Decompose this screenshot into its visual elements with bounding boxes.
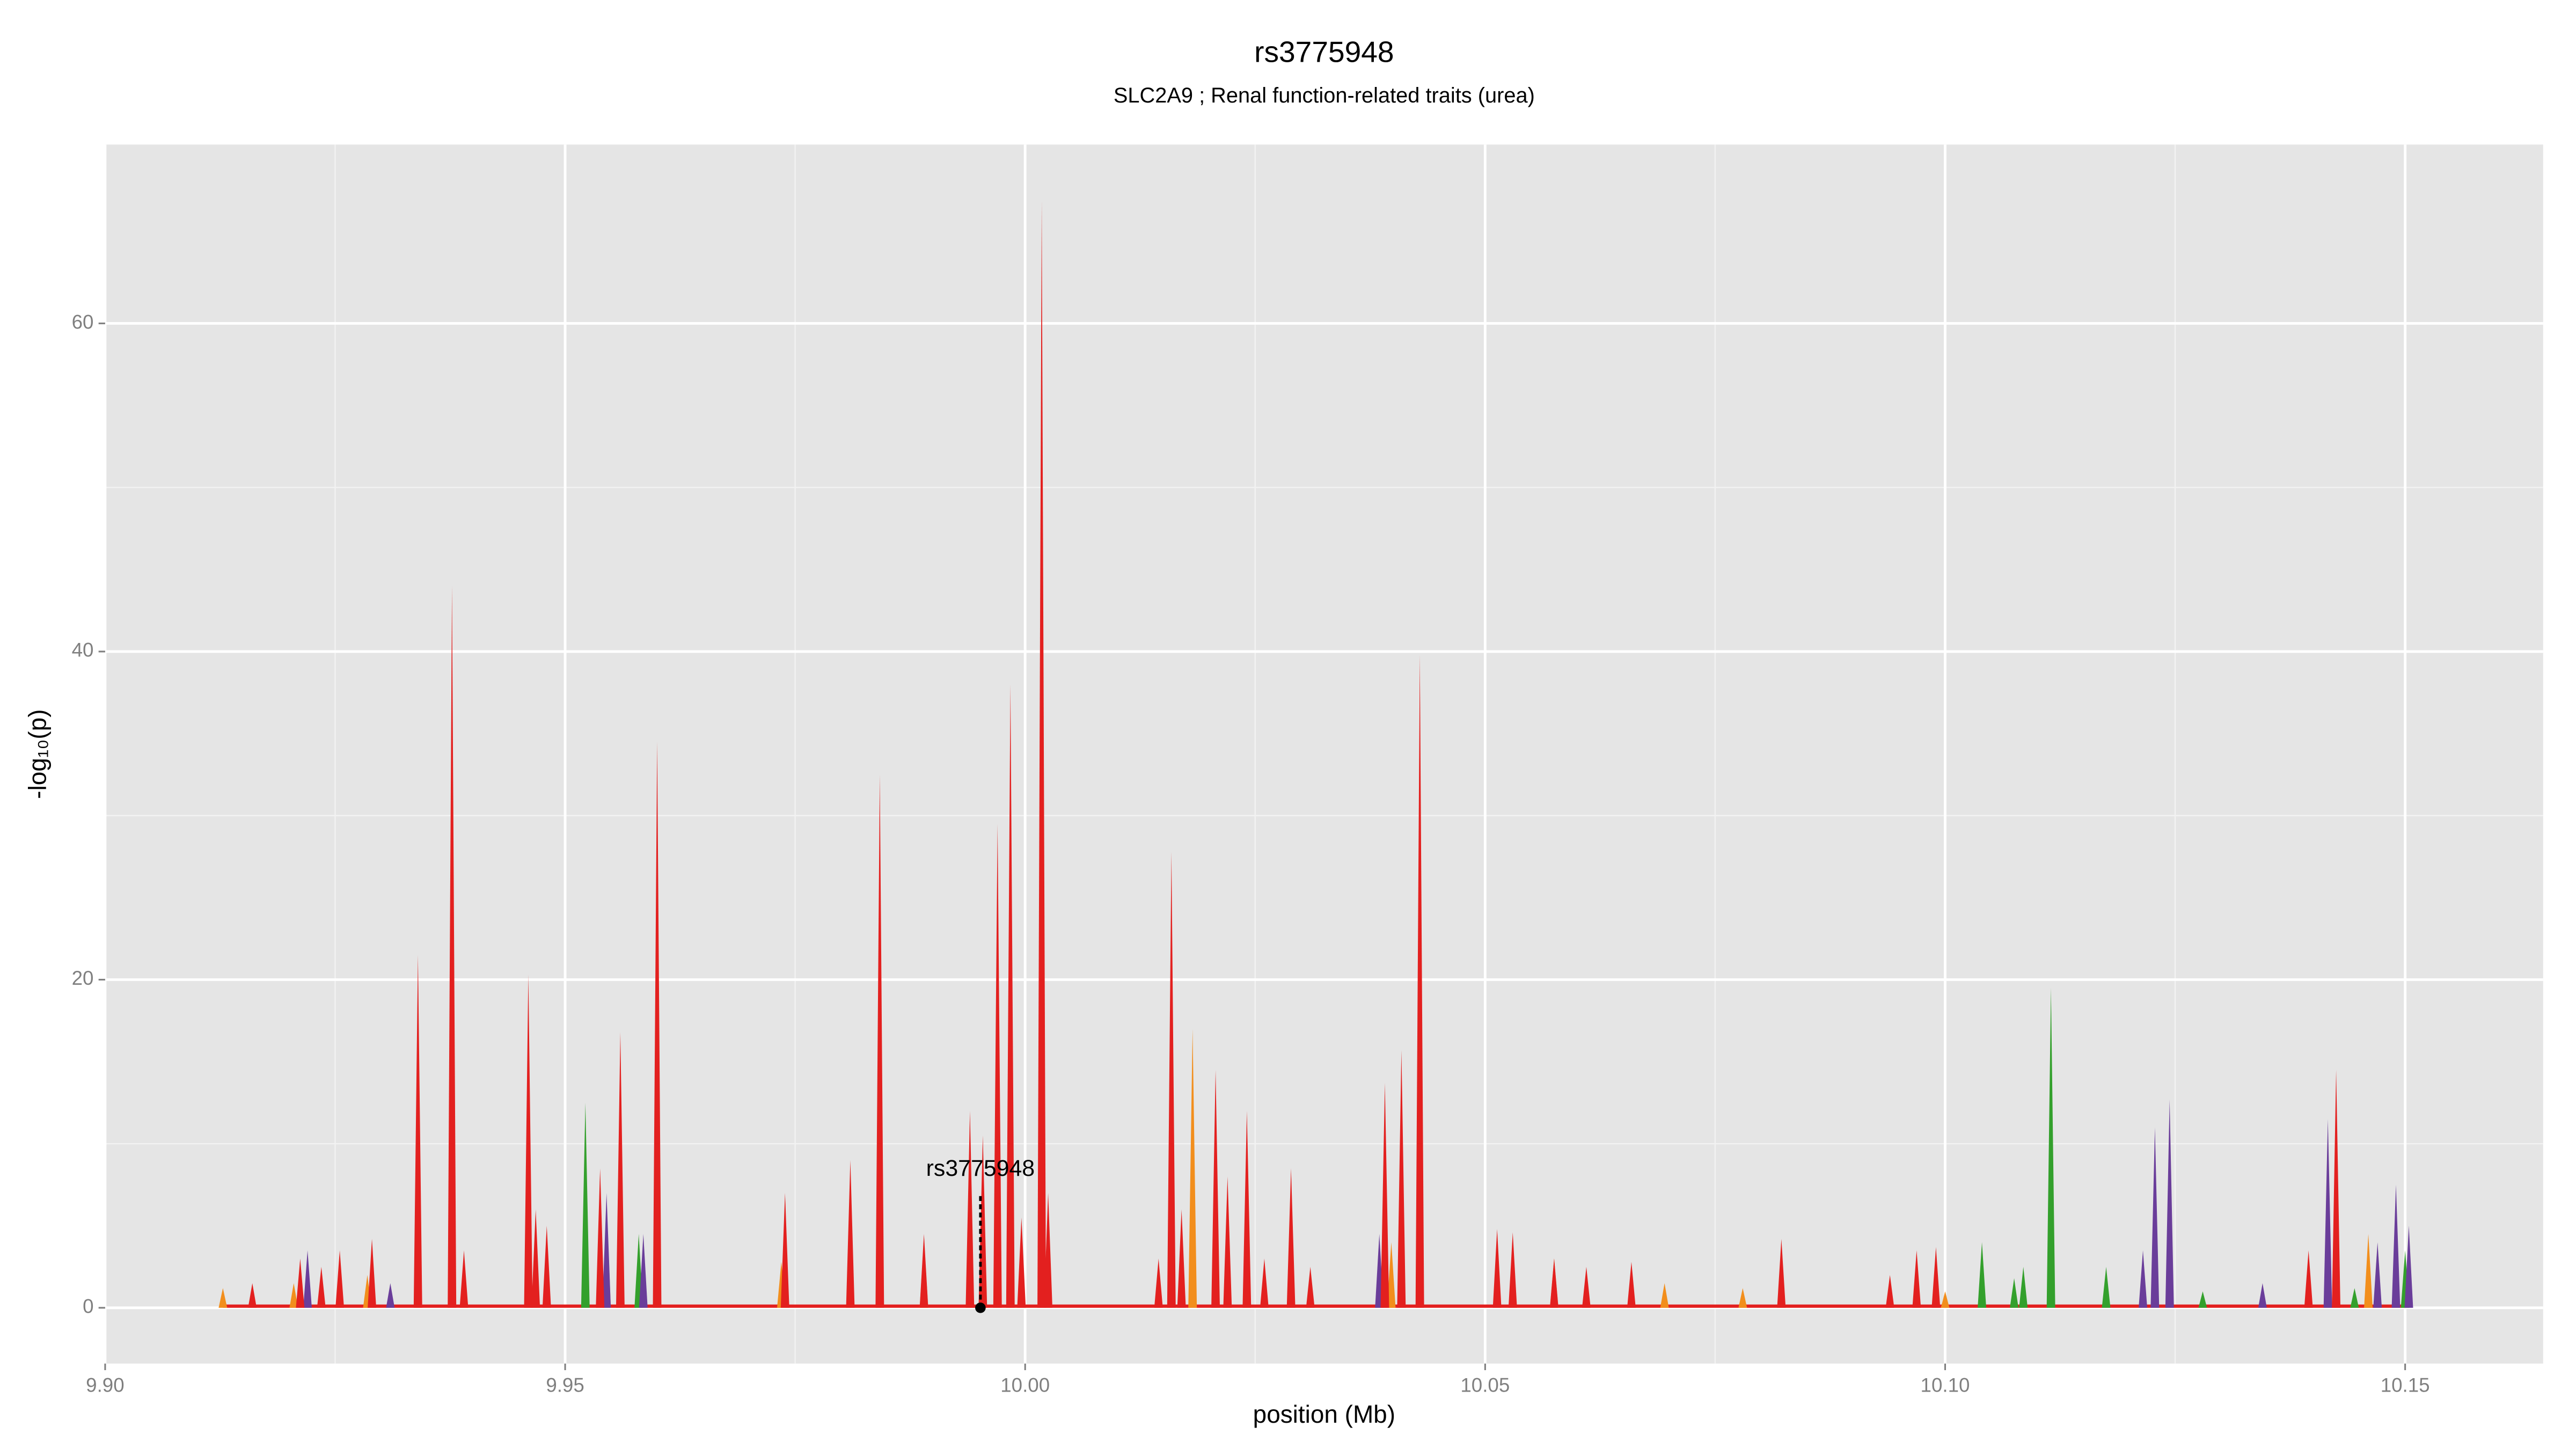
area-peak xyxy=(1885,1275,1894,1308)
area-peak xyxy=(1660,1283,1669,1308)
chart-subtitle: SLC2A9 ; Renal function-related traits (… xyxy=(1114,84,1535,107)
plot-panel xyxy=(105,144,2543,1364)
area-peak xyxy=(335,1250,345,1308)
area-peak xyxy=(1738,1288,1747,1308)
area-peak xyxy=(1260,1258,1269,1308)
area-peak xyxy=(1777,1239,1786,1308)
area-peak xyxy=(1037,200,1046,1308)
y-tick-label: 60 xyxy=(72,311,94,333)
x-axis-title: position (Mb) xyxy=(1253,1400,1395,1428)
chart-title: rs3775948 xyxy=(1254,35,1394,69)
y-tick-label: 40 xyxy=(72,639,94,661)
x-tick-label: 9.90 xyxy=(86,1374,124,1396)
area-peak xyxy=(1154,1258,1163,1308)
area-peak xyxy=(1188,1029,1197,1308)
area-peak xyxy=(1167,851,1176,1308)
area-peak xyxy=(1931,1247,1941,1308)
area-peak xyxy=(1242,1111,1252,1308)
area-peak xyxy=(289,1283,298,1308)
area-peak xyxy=(1549,1258,1558,1308)
area-peak xyxy=(2046,987,2055,1308)
area-peak xyxy=(2391,1184,2401,1308)
area-peak xyxy=(2010,1278,2019,1308)
area-peak xyxy=(596,1168,605,1308)
area-peak xyxy=(653,742,662,1308)
area-peak xyxy=(919,1234,928,1308)
area-peak xyxy=(2323,1119,2332,1308)
area-peak xyxy=(2332,1070,2341,1308)
x-tick-label: 9.95 xyxy=(546,1374,584,1396)
area-peak xyxy=(1978,1242,1987,1308)
area-peak xyxy=(2258,1283,2267,1308)
x-tick-label: 10.15 xyxy=(2381,1374,2430,1396)
y-tick-label: 20 xyxy=(72,967,94,989)
area-peak xyxy=(1582,1267,1591,1308)
area-peak xyxy=(2364,1234,2373,1308)
area-peak xyxy=(2102,1267,2111,1308)
area-peak xyxy=(1627,1262,1636,1308)
area-peak xyxy=(2019,1267,2028,1308)
area-peak xyxy=(2150,1127,2160,1308)
area-peak xyxy=(965,1111,975,1308)
area-peak xyxy=(1508,1232,1517,1308)
x-tick-label: 10.05 xyxy=(1460,1374,1510,1396)
area-peak xyxy=(1380,1083,1389,1308)
area-peak xyxy=(1223,1176,1232,1308)
area-peak xyxy=(846,1160,855,1308)
area-peak xyxy=(303,1250,312,1308)
area-peak xyxy=(448,586,457,1308)
area-peak xyxy=(2373,1242,2382,1308)
area-peak xyxy=(1387,1242,1396,1308)
area-peak xyxy=(524,975,533,1308)
area-peak xyxy=(1017,1217,1026,1308)
area-peak xyxy=(1286,1168,1296,1308)
area-peak xyxy=(2198,1291,2207,1308)
area-peak xyxy=(1492,1229,1502,1308)
area-peak xyxy=(248,1283,257,1308)
area-peak xyxy=(1912,1250,1921,1308)
area-peak xyxy=(1211,1070,1220,1308)
area-peak xyxy=(581,1102,590,1308)
marks: rs3775948 xyxy=(218,200,2413,1313)
area-peak xyxy=(296,1258,305,1308)
area-peak xyxy=(1306,1267,1315,1308)
area-peak xyxy=(2139,1250,2148,1308)
area-peak xyxy=(602,1192,611,1308)
area-peak xyxy=(2304,1250,2313,1308)
area-peak xyxy=(639,1234,648,1308)
area-peak xyxy=(459,1250,469,1308)
area-peak xyxy=(780,1192,789,1308)
area-peak xyxy=(2404,1226,2413,1308)
area-peak xyxy=(531,1209,540,1308)
area-peak xyxy=(993,824,1002,1308)
axes: 9.90 9.95 10.00 10.05 10.10 10.15 0 20 40 60 xyxy=(72,311,2430,1396)
area-peak xyxy=(1006,684,1015,1308)
x-tick-label: 10.00 xyxy=(1000,1374,1050,1396)
area-peak xyxy=(368,1239,377,1308)
area-peak xyxy=(386,1283,395,1308)
area-peak xyxy=(1397,1050,1406,1308)
area-peak xyxy=(1044,1192,1053,1308)
y-axis-title: -log₁₀(p) xyxy=(24,709,52,799)
area-peak xyxy=(2165,1099,2174,1308)
area-peak xyxy=(218,1288,228,1308)
area-peak xyxy=(2350,1288,2359,1308)
area-peak xyxy=(1177,1209,1186,1308)
area-peak xyxy=(413,955,422,1308)
annotation-point xyxy=(975,1302,986,1313)
area-peak xyxy=(542,1226,551,1308)
baseline-strip xyxy=(223,1304,2409,1308)
area-peak xyxy=(317,1267,326,1308)
annotation-label: rs3775948 xyxy=(926,1155,1035,1181)
y-tick-label: 0 xyxy=(83,1296,93,1318)
x-tick-label: 10.10 xyxy=(1921,1374,1970,1396)
area-peak xyxy=(616,1032,625,1308)
area-peak xyxy=(1415,655,1424,1308)
area-peak xyxy=(875,774,884,1308)
area-peak xyxy=(1941,1291,1950,1308)
